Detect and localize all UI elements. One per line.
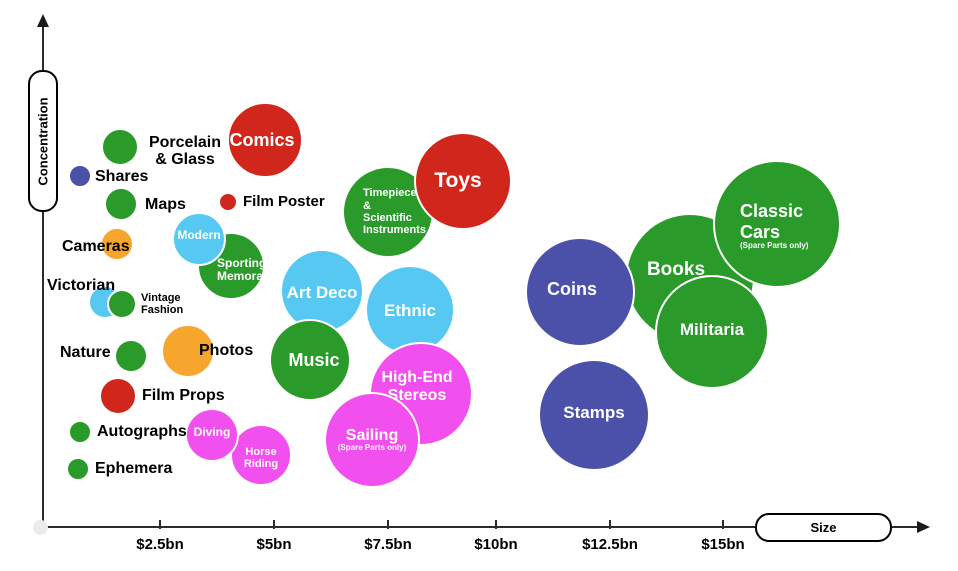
x-axis-tick — [387, 520, 389, 529]
x-axis-tick-label: $5bn — [256, 536, 292, 553]
bubble-label: Timepieces & Scientific Instruments — [363, 187, 426, 237]
bubble-label: Diving — [193, 425, 231, 440]
photos-label: Photos — [199, 342, 254, 359]
bubble-label: Music — [288, 349, 340, 370]
x-axis-tick — [273, 520, 275, 529]
bubble-ethnic: Ethnic — [365, 265, 455, 355]
bubble-photos — [161, 324, 215, 378]
bubble-autographs — [68, 420, 92, 444]
bubble-label: Coins — [546, 278, 597, 299]
autographs-label: Autographs — [97, 423, 187, 440]
y-axis-line — [42, 26, 44, 527]
bubble-coins: Coins — [525, 237, 635, 347]
origin-dot — [33, 520, 48, 535]
x-axis-tick — [159, 520, 161, 529]
x-axis-label-chip: Size — [755, 513, 892, 542]
y-axis-label: Concentration — [35, 96, 51, 186]
bubble-label: Comics — [229, 129, 295, 150]
y-axis-label-chip: Concentration — [28, 70, 58, 212]
x-axis-tick-label: $10bn — [474, 536, 518, 553]
bubble-label: Modern — [177, 228, 221, 243]
bubble-modern: Modern — [172, 212, 226, 266]
maps-label: Maps — [145, 196, 186, 213]
bubble-porcelain-glass — [101, 128, 139, 166]
bubble-label: Art Deco — [286, 283, 358, 303]
x-axis-tick-label: $12.5bn — [582, 536, 638, 553]
bubble-militaria: Militaria — [655, 275, 769, 389]
bubble-film-props — [99, 377, 137, 415]
bubble-label: Classic Cars (Spare Parts only) — [740, 201, 809, 250]
bubble-stamps: Stamps — [538, 359, 650, 471]
bubble-nature — [114, 339, 148, 373]
bubble-label: Toys — [434, 169, 482, 193]
bubble-film-poster — [218, 192, 238, 212]
bubble-toys: Toys — [414, 132, 512, 230]
shares-label: Shares — [95, 168, 149, 185]
x-axis-line — [40, 526, 918, 528]
x-axis-tick — [495, 520, 497, 529]
bubble-vintage-fashion — [107, 289, 137, 319]
bubble-diving: Diving — [185, 408, 239, 462]
bubble-horse-riding: Horse Riding — [230, 424, 292, 486]
x-axis-label: Size — [810, 520, 837, 535]
film-props-label: Film Props — [142, 387, 225, 404]
y-axis-arrow-icon — [37, 14, 49, 27]
x-axis-tick-label: $7.5bn — [364, 536, 412, 553]
x-axis-tick — [609, 520, 611, 529]
bubble-maps — [104, 187, 138, 221]
bubble-label: Sailing (Spare Parts only) — [337, 426, 407, 453]
nature-label: Nature — [60, 344, 111, 361]
bubble-shares — [68, 164, 92, 188]
x-axis-tick-label: $15bn — [701, 536, 745, 553]
bubble-sailing: Sailing (Spare Parts only) — [324, 392, 420, 488]
victorian-label: Victorian — [47, 277, 116, 294]
x-axis-tick-label: $2.5bn — [136, 536, 184, 553]
bubble-music: Music — [269, 319, 351, 401]
vintage-fashion-label: Vintage Fashion — [141, 292, 184, 316]
bubble-label: Militaria — [679, 320, 745, 340]
bubble-comics: Comics — [227, 102, 303, 178]
porcelain-glass-label: Porcelain & Glass — [148, 134, 222, 169]
ephemera-label: Ephemera — [95, 460, 173, 477]
x-axis-tick — [722, 520, 724, 529]
bubble-label: Horse Riding — [243, 445, 279, 470]
bubble-label: Ethnic — [384, 301, 436, 321]
bubble-cameras — [100, 227, 134, 261]
bubble-ephemera — [66, 457, 90, 481]
bubble-classic-cars: Classic Cars (Spare Parts only) — [713, 160, 841, 288]
bubble-label: Books — [646, 259, 706, 281]
cameras-label: Cameras — [62, 238, 130, 255]
bubble-label: SportingMemorabilia — [217, 255, 265, 283]
bubble-label: High-End Stereos — [381, 369, 453, 404]
film-poster-label: Film Poster — [243, 193, 325, 210]
x-axis-arrow-icon — [917, 521, 930, 533]
bubble-label: Stamps — [563, 403, 625, 423]
